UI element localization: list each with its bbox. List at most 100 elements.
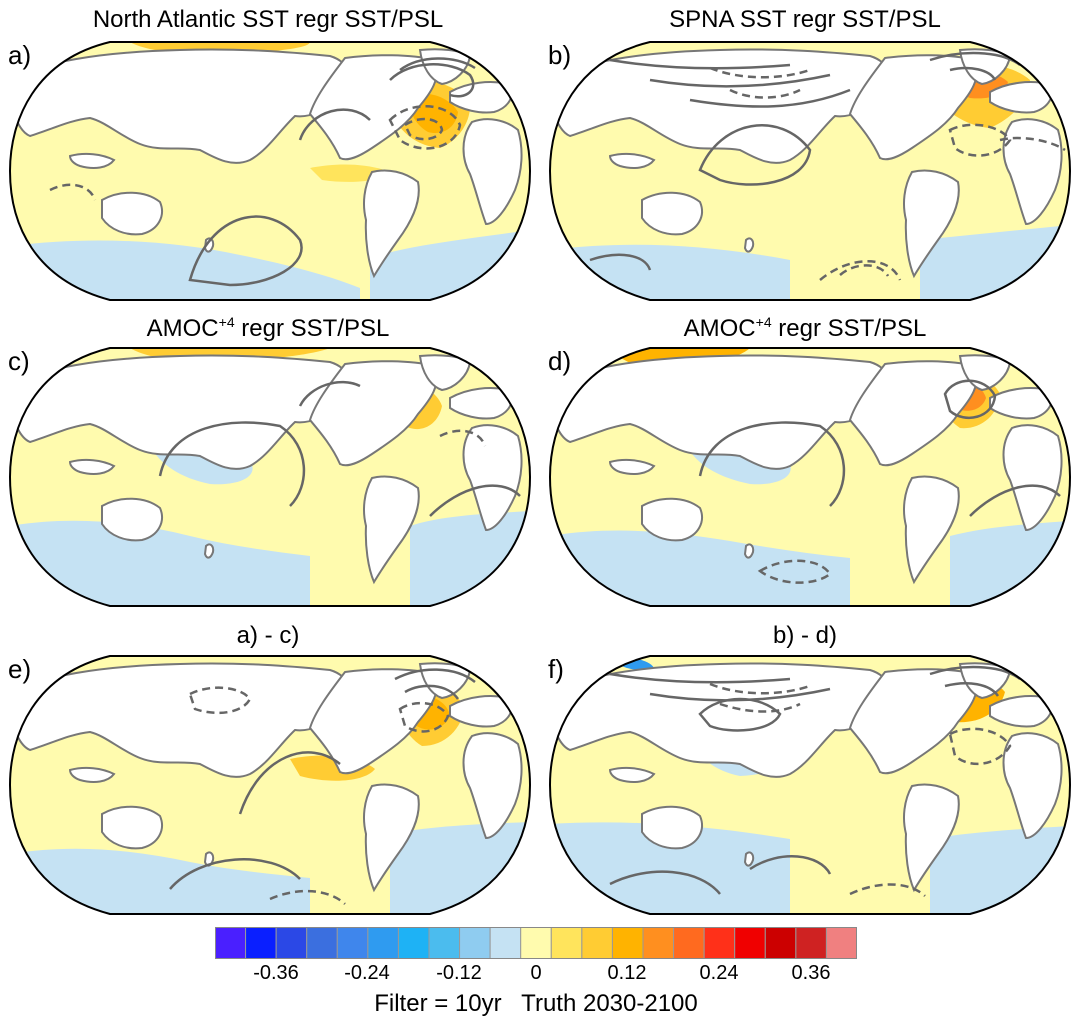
map-panel-d [548, 347, 1072, 607]
landmass-asia [550, 48, 890, 164]
contour-negative [729, 88, 801, 99]
contour-positive [298, 380, 361, 407]
contour-negative [439, 429, 487, 447]
landmass-south-america [363, 783, 420, 893]
globe-outline [548, 347, 1072, 607]
contour-negative [709, 66, 811, 79]
panel-d-title-main: AMOC [683, 315, 756, 342]
anomaly-patch [390, 822, 530, 914]
anomaly-patch [410, 511, 530, 606]
panel-a-label: a) [8, 40, 32, 70]
globe-outline [548, 655, 1072, 915]
map-content [550, 42, 1070, 300]
anomaly-patch [10, 848, 310, 914]
contour-negative [999, 136, 1066, 152]
contour-negative [398, 701, 450, 733]
colorbar-swatch [795, 927, 827, 959]
landmass-europe [449, 81, 513, 114]
panel-e-title: a) - c) [236, 622, 300, 649]
landmass-australia [641, 497, 703, 542]
contour-positive [158, 421, 306, 507]
globe-outline [548, 41, 1072, 301]
contour-negative [948, 123, 1012, 157]
landmass-indonesia [608, 458, 656, 475]
anomaly-patch [550, 822, 790, 914]
landmass-new-zealand [743, 851, 755, 867]
panel-d-title-sup: +4 [755, 314, 772, 330]
landmass-greenland [958, 662, 1012, 700]
contour-positive [298, 108, 371, 141]
anomaly-patch [10, 240, 360, 300]
landmass-asia [10, 48, 350, 164]
landmass-new-zealand [743, 543, 755, 559]
panel-d-title-rest: regr SST/PSL [771, 315, 927, 342]
contour-negative [269, 889, 346, 905]
panel-c-label: c) [8, 346, 30, 376]
panel-f-label: f) [548, 654, 564, 684]
map-panel-b [548, 41, 1072, 301]
colorbar-swatch [367, 927, 399, 959]
contour-positive [949, 66, 997, 81]
tick-label: -0.24 [344, 962, 390, 984]
contour-positive [188, 215, 303, 287]
colorbar-swatch [734, 927, 766, 959]
landmass-south-america [363, 475, 420, 585]
landmass-new-zealand [203, 237, 215, 253]
panel-c-title-main: AMOC [146, 315, 219, 342]
contour-positive [389, 63, 475, 98]
colorbar-swatch [275, 927, 308, 959]
panel-d-title: AMOC+4 regr SST/PSL [595, 314, 1015, 343]
contour-positive [394, 668, 476, 683]
landmass-asia [550, 354, 890, 470]
contour-positive [698, 421, 846, 507]
landmass-asia [10, 662, 350, 778]
colorbar-swatch [336, 927, 369, 959]
landmass-australia [641, 191, 703, 236]
landmass-south-america [903, 475, 960, 585]
contour-negative [839, 264, 890, 277]
panel-a-title: North Atlantic SST regr SST/PSL [92, 6, 444, 33]
contour-negative [719, 702, 801, 713]
landmass-indonesia [68, 152, 116, 169]
panel-b-title: SPNA SST regr SST/PSL [669, 6, 941, 33]
colorbar-swatch [306, 927, 338, 959]
globe-outline [8, 347, 532, 607]
globe-outline [8, 655, 532, 915]
landmass-australia [101, 497, 163, 542]
map-content [10, 656, 530, 914]
landmass-australia [101, 805, 163, 850]
contour-negative [49, 183, 97, 201]
colorbar-swatch [428, 927, 461, 959]
contour-positive [944, 682, 1000, 697]
landmass-australia [101, 191, 163, 236]
colorbar-swatch [245, 927, 277, 959]
colorbar-swatch [673, 927, 705, 959]
tick-label: -0.36 [253, 962, 299, 984]
landmass-europe [449, 695, 513, 728]
colorbar-swatch [397, 927, 430, 959]
map-content [10, 348, 530, 606]
panel-b-label: b) [548, 40, 572, 70]
panel-e-label: e) [8, 654, 32, 684]
landmass-south-america [363, 169, 420, 279]
colorbar-swatch [611, 927, 644, 959]
map-panel-e [8, 655, 532, 915]
contour-positive [609, 672, 791, 684]
map-content [550, 348, 1070, 606]
landmass-indonesia [68, 766, 116, 783]
panel-f-title: b) - d) [772, 622, 837, 649]
colorbar-swatch [550, 927, 583, 959]
contour-negative [403, 117, 444, 141]
landmass-europe [989, 81, 1053, 114]
contour-positive [404, 684, 460, 700]
contour-negative [188, 686, 252, 715]
landmass-africa [1002, 732, 1063, 840]
colorbar-swatch [764, 927, 797, 959]
landmass-africa [462, 118, 523, 226]
colorbar-frame [215, 927, 857, 959]
landmass-africa [1002, 424, 1063, 532]
landmass-indonesia [608, 766, 656, 783]
landmass-greenland [958, 48, 1012, 86]
landmass-south-america [903, 783, 960, 893]
globe-outline [8, 41, 532, 301]
